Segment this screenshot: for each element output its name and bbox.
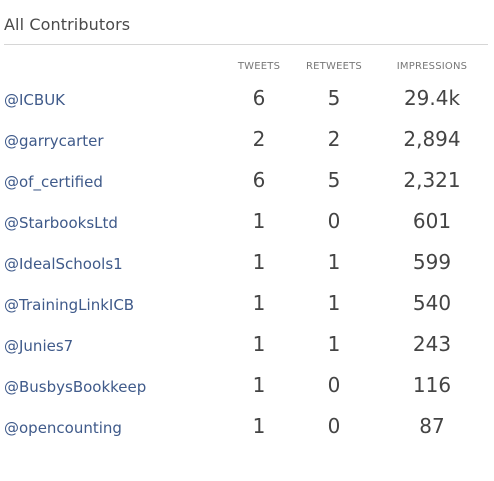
retweets-count: 0 (327, 414, 341, 438)
contributor-row: @StarbooksLtd 1 0 601 (0, 202, 494, 243)
impressions-count: 2,894 (403, 127, 461, 151)
retweets-count: 5 (327, 86, 341, 110)
contributor-row: @garrycarter 2 2 2,894 (0, 120, 494, 161)
tweets-count: 1 (252, 209, 266, 233)
tweets-count: 1 (252, 373, 266, 397)
retweets-count: 0 (327, 373, 341, 397)
contributor-handle-link[interactable]: @StarbooksLtd (4, 214, 118, 232)
impressions-count: 29.4k (403, 86, 461, 110)
column-header-retweets: RETWEETS (306, 61, 362, 72)
retweets-count: 2 (327, 127, 341, 151)
impressions-count: 116 (412, 373, 452, 397)
tweets-count: 1 (252, 414, 266, 438)
contributor-row: @TrainingLinkICB 1 1 540 (0, 284, 494, 325)
retweets-count: 1 (327, 250, 341, 274)
contributor-row: @ICBUK 6 5 29.4k (0, 79, 494, 120)
impressions-count: 2,321 (403, 168, 461, 192)
panel-title: All Contributors (4, 15, 131, 34)
contributor-handle-link[interactable]: @Junies7 (4, 337, 74, 355)
impressions-count: 87 (419, 414, 445, 438)
contributor-handle-link[interactable]: @garrycarter (4, 132, 104, 150)
title-divider (4, 44, 488, 45)
impressions-count: 540 (412, 291, 452, 315)
contributor-row: @IdealSchools1 1 1 599 (0, 243, 494, 284)
tweets-count: 6 (252, 168, 266, 192)
tweets-count: 1 (252, 291, 266, 315)
contributor-row: @opencounting 1 0 87 (0, 407, 494, 448)
contributor-handle-link[interactable]: @ICBUK (4, 91, 66, 109)
contributor-handle-link[interactable]: @of_certified (4, 173, 103, 191)
impressions-count: 601 (412, 209, 452, 233)
tweets-count: 1 (252, 332, 266, 356)
retweets-count: 1 (327, 332, 341, 356)
impressions-count: 599 (412, 250, 452, 274)
contributor-handle-link[interactable]: @opencounting (4, 419, 122, 437)
column-header-impressions: IMPRESSIONS (396, 61, 468, 72)
tweets-count: 2 (252, 127, 266, 151)
retweets-count: 5 (327, 168, 341, 192)
contributor-handle-link[interactable]: @BusbysBookkeep (4, 378, 147, 396)
tweets-count: 6 (252, 86, 266, 110)
tweets-count: 1 (252, 250, 266, 274)
retweets-count: 0 (327, 209, 341, 233)
contributor-row: @BusbysBookkeep 1 0 116 (0, 366, 494, 407)
column-header-tweets: TWEETS (237, 61, 281, 72)
impressions-count: 243 (412, 332, 452, 356)
contributor-row: @of_certified 6 5 2,321 (0, 161, 494, 202)
contributor-handle-link[interactable]: @IdealSchools1 (4, 255, 123, 273)
contributor-row: @Junies7 1 1 243 (0, 325, 494, 366)
contributor-handle-link[interactable]: @TrainingLinkICB (4, 296, 135, 314)
retweets-count: 1 (327, 291, 341, 315)
contributors-list: @ICBUK 6 5 29.4k @garrycarter 2 2 2,894 … (0, 79, 494, 448)
